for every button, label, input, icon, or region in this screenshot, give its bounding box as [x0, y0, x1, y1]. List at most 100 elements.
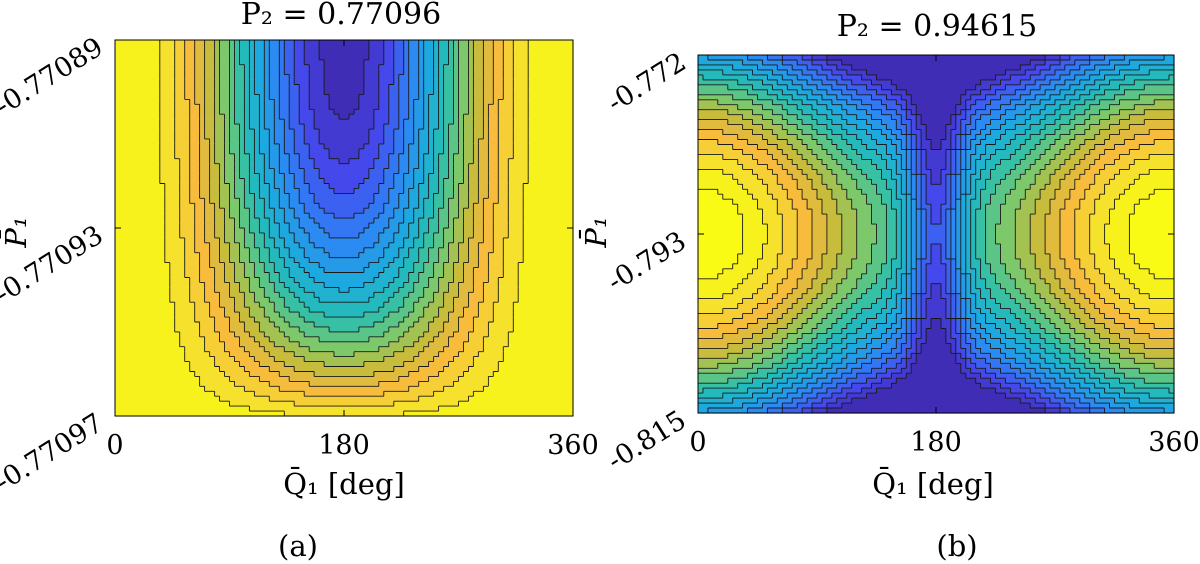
contour-cell	[279, 228, 285, 234]
contour-cell	[358, 104, 365, 110]
contour-cell	[139, 89, 146, 96]
contour-cell	[254, 54, 260, 61]
contour-cell	[124, 109, 131, 115]
contour-cell	[339, 124, 345, 130]
contour-cell	[438, 89, 445, 96]
contour-cell	[144, 124, 151, 130]
contour-cell	[159, 153, 166, 160]
contour-cell	[115, 40, 121, 46]
contour-cell	[383, 262, 390, 269]
contour-cell	[423, 267, 430, 274]
contour-cell	[513, 129, 519, 135]
contour-cell	[119, 242, 126, 249]
contour-cell	[428, 109, 435, 115]
contour-cell	[224, 84, 231, 91]
contour-cell	[393, 213, 400, 219]
contour-cell	[224, 148, 231, 155]
contour-cell	[219, 74, 226, 81]
contour-cell	[438, 163, 445, 170]
contour-cell	[284, 198, 290, 204]
contour-cell	[329, 208, 335, 214]
contour-cell	[259, 49, 265, 56]
contour-cell	[388, 54, 395, 61]
contour-cell	[244, 54, 251, 61]
contour-cell	[164, 287, 171, 293]
contour-cell	[304, 208, 310, 214]
contour-cell	[115, 242, 121, 249]
contour-cell	[149, 297, 156, 303]
contour-cell	[324, 257, 330, 264]
contour-cell	[309, 173, 315, 180]
contour-cell	[199, 223, 206, 229]
contour-cell	[558, 143, 564, 150]
contour-cell	[423, 94, 430, 100]
contour-cell	[194, 252, 201, 259]
contour-cell	[513, 153, 519, 160]
contour-cell	[179, 232, 186, 239]
contour-cell	[134, 44, 141, 51]
contour-cell	[254, 178, 260, 185]
contour-cell	[533, 143, 539, 150]
contour-cell	[553, 178, 559, 185]
contour-cell	[453, 124, 460, 130]
contour-cell	[304, 94, 310, 100]
contour-cell	[458, 257, 465, 264]
contour-cell	[179, 49, 186, 56]
contour-cell	[239, 74, 246, 81]
contour-cell	[174, 213, 181, 219]
contour-cell	[443, 59, 450, 66]
contour-cell	[159, 272, 166, 279]
contour-cell	[115, 168, 121, 175]
contour-cell	[344, 99, 350, 105]
contour-cell	[373, 158, 380, 165]
contour-cell	[329, 49, 335, 56]
contour-cell	[453, 208, 460, 214]
contour-cell	[174, 44, 181, 51]
contour-cell	[493, 119, 499, 125]
contour-cell	[373, 237, 380, 244]
contour-cell	[378, 44, 385, 51]
contour-cell	[259, 282, 265, 288]
contour-cell	[119, 158, 126, 165]
contour-cell	[423, 129, 430, 135]
contour-cell	[199, 40, 206, 46]
contour-cell	[249, 153, 255, 160]
contour-cell	[329, 193, 335, 199]
contour-cell	[189, 54, 196, 61]
contour-cell	[368, 252, 375, 259]
contour-cell	[388, 129, 395, 135]
contour-cell	[115, 99, 121, 105]
contour-cell	[568, 148, 574, 155]
contour-cell	[373, 69, 380, 76]
contour-cell	[279, 104, 285, 110]
contour-cell	[134, 124, 141, 130]
contour-cell	[244, 119, 251, 125]
contour-cell	[279, 292, 285, 298]
contour-cell	[249, 237, 255, 244]
contour-cell	[563, 134, 569, 140]
contour-cell	[418, 188, 425, 194]
contour-cell	[368, 84, 375, 91]
contour-cell	[363, 218, 370, 224]
contour-cell	[119, 89, 126, 96]
contour-cell	[568, 158, 574, 165]
contour-cell	[169, 307, 176, 313]
contour-cell	[508, 99, 514, 105]
contour-cell	[229, 64, 236, 71]
contour-cell	[383, 153, 390, 160]
contour-cell	[149, 119, 156, 125]
contour-cell	[259, 277, 265, 284]
contour-cell	[383, 94, 390, 100]
contour-cell	[164, 307, 171, 313]
contour-cell	[274, 134, 280, 140]
contour-cell	[289, 124, 295, 130]
contour-cell	[339, 203, 345, 209]
contour-cell	[169, 272, 176, 279]
contour-cell	[304, 84, 310, 91]
contour-cell	[329, 257, 335, 264]
contour-cell	[423, 143, 430, 150]
contour-cell	[403, 99, 410, 105]
contour-cell	[249, 173, 255, 180]
contour-cell	[249, 74, 255, 81]
contour-cell	[443, 89, 450, 96]
